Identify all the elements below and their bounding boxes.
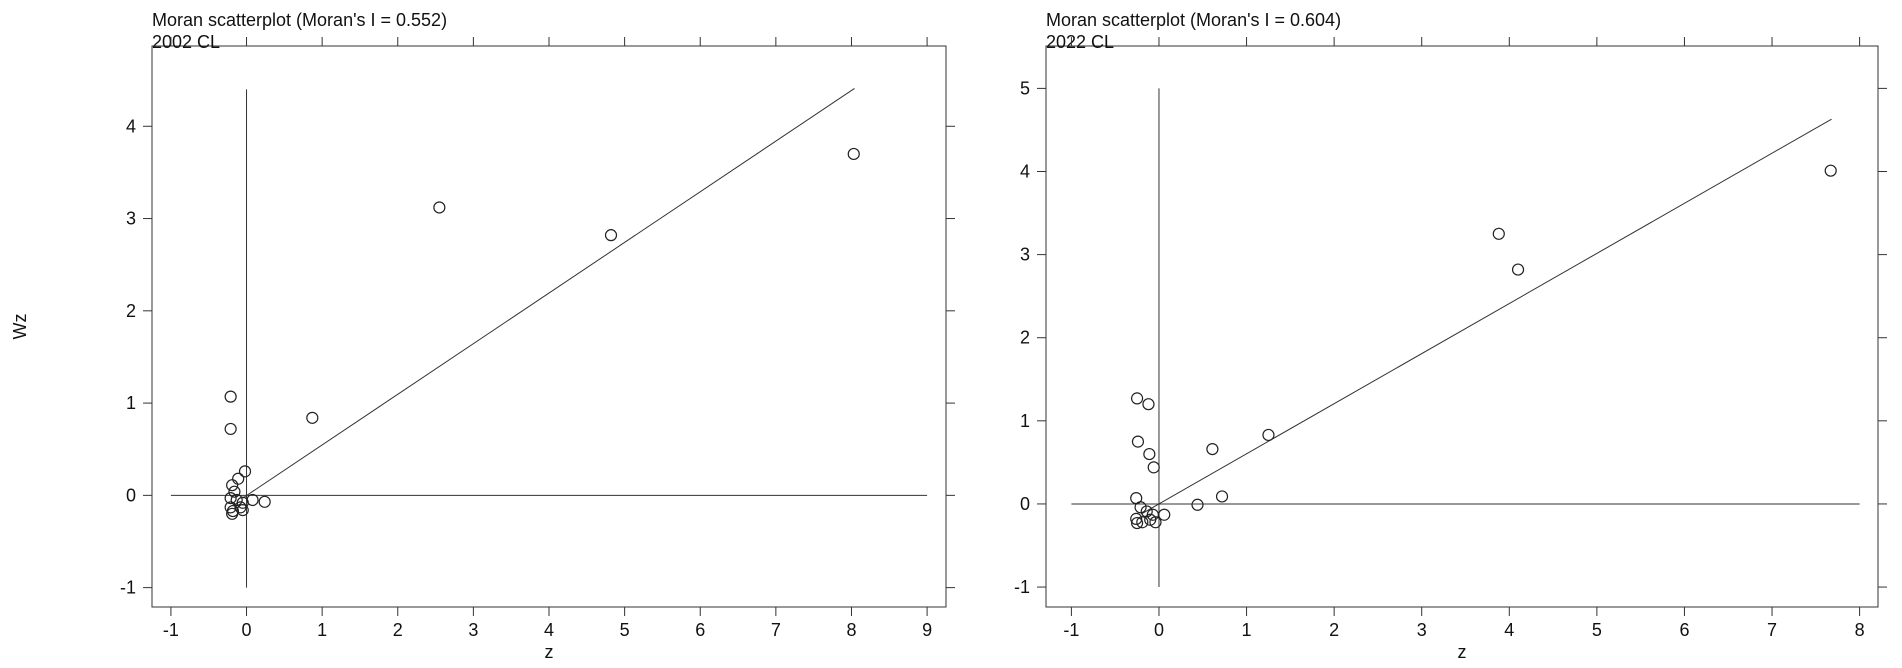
x-tick-label: 5 <box>620 620 630 640</box>
point <box>246 493 259 507</box>
point <box>236 504 249 517</box>
point <box>238 465 252 478</box>
x-axis-label: z <box>545 642 554 662</box>
point <box>1130 516 1144 530</box>
point <box>230 493 243 507</box>
x-tick-label: 8 <box>1855 620 1865 640</box>
point <box>224 390 237 403</box>
x-tick-label: 5 <box>1592 620 1602 640</box>
y-tick-label: 2 <box>126 301 136 321</box>
x-tick-label: -1 <box>1063 620 1079 640</box>
x-tick-label: -1 <box>163 620 179 640</box>
point <box>1130 512 1143 526</box>
point <box>224 492 237 505</box>
x-tick-label: 6 <box>1679 620 1689 640</box>
x-tick-label: 2 <box>1329 620 1339 640</box>
point <box>1134 501 1147 514</box>
x-tick-label: 1 <box>1242 620 1252 640</box>
point <box>306 411 319 424</box>
point <box>847 147 860 161</box>
plot-frame <box>1045 45 1879 608</box>
x-tick-label: 1 <box>317 620 327 640</box>
chart-title: Moran scatterplot (Moran's I = 0.604) <box>1046 10 1341 30</box>
x-tick-label: 3 <box>468 620 478 640</box>
point <box>604 229 618 242</box>
point <box>1191 498 1204 511</box>
point <box>226 507 239 520</box>
y-axis-label: Wz <box>10 314 30 340</box>
point <box>1149 516 1162 529</box>
y-tick-label: -1 <box>120 578 136 598</box>
y-tick-label: 4 <box>1020 161 1030 181</box>
y-tick-label: 1 <box>1020 411 1030 431</box>
x-tick-label: 4 <box>1504 620 1514 640</box>
point <box>1130 392 1144 405</box>
x-axis-label: z <box>1458 642 1467 662</box>
x-tick-label: 4 <box>544 620 554 640</box>
point <box>1206 442 1219 456</box>
point <box>1140 505 1153 518</box>
y-tick-label: 0 <box>126 485 136 505</box>
x-tick-label: 2 <box>393 620 403 640</box>
point <box>1142 398 1155 411</box>
x-tick-label: 7 <box>771 620 781 640</box>
point <box>433 201 446 214</box>
point <box>224 422 237 436</box>
point <box>1147 461 1160 474</box>
x-tick-label: 6 <box>695 620 705 640</box>
fit-line <box>1141 118 1832 515</box>
point <box>258 495 271 508</box>
y-tick-label: 1 <box>126 393 136 413</box>
y-tick-label: 0 <box>1020 494 1030 514</box>
point <box>1492 227 1505 240</box>
y-tick-label: 4 <box>126 116 136 136</box>
point <box>1511 263 1525 276</box>
point <box>1215 490 1229 503</box>
plot-frame <box>151 45 947 608</box>
x-tick-label: 8 <box>846 620 856 640</box>
point <box>1158 508 1171 521</box>
fit-line <box>242 88 855 499</box>
point <box>1131 435 1145 448</box>
point <box>232 472 245 485</box>
point <box>226 479 239 492</box>
y-tick-label: 5 <box>1020 78 1030 98</box>
y-tick-label: 3 <box>1020 245 1030 265</box>
x-tick-label: 0 <box>1154 620 1164 640</box>
point <box>1143 447 1156 461</box>
point <box>1824 164 1837 177</box>
point <box>1262 428 1275 442</box>
y-tick-label: -1 <box>1014 577 1030 597</box>
x-tick-label: 3 <box>1417 620 1427 640</box>
y-tick-label: 3 <box>126 209 136 229</box>
x-tick-label: 9 <box>922 620 932 640</box>
point <box>234 501 247 514</box>
chart-title: Moran scatterplot (Moran's I = 0.552) <box>152 10 447 30</box>
x-tick-label: 7 <box>1767 620 1777 640</box>
point <box>1136 516 1149 529</box>
y-tick-label: 2 <box>1020 328 1030 348</box>
x-tick-label: 0 <box>242 620 252 640</box>
point <box>228 485 241 498</box>
chart-subtitle: 2022 CL <box>1046 32 1114 52</box>
chart-subtitle: 2002 CL <box>152 32 220 52</box>
